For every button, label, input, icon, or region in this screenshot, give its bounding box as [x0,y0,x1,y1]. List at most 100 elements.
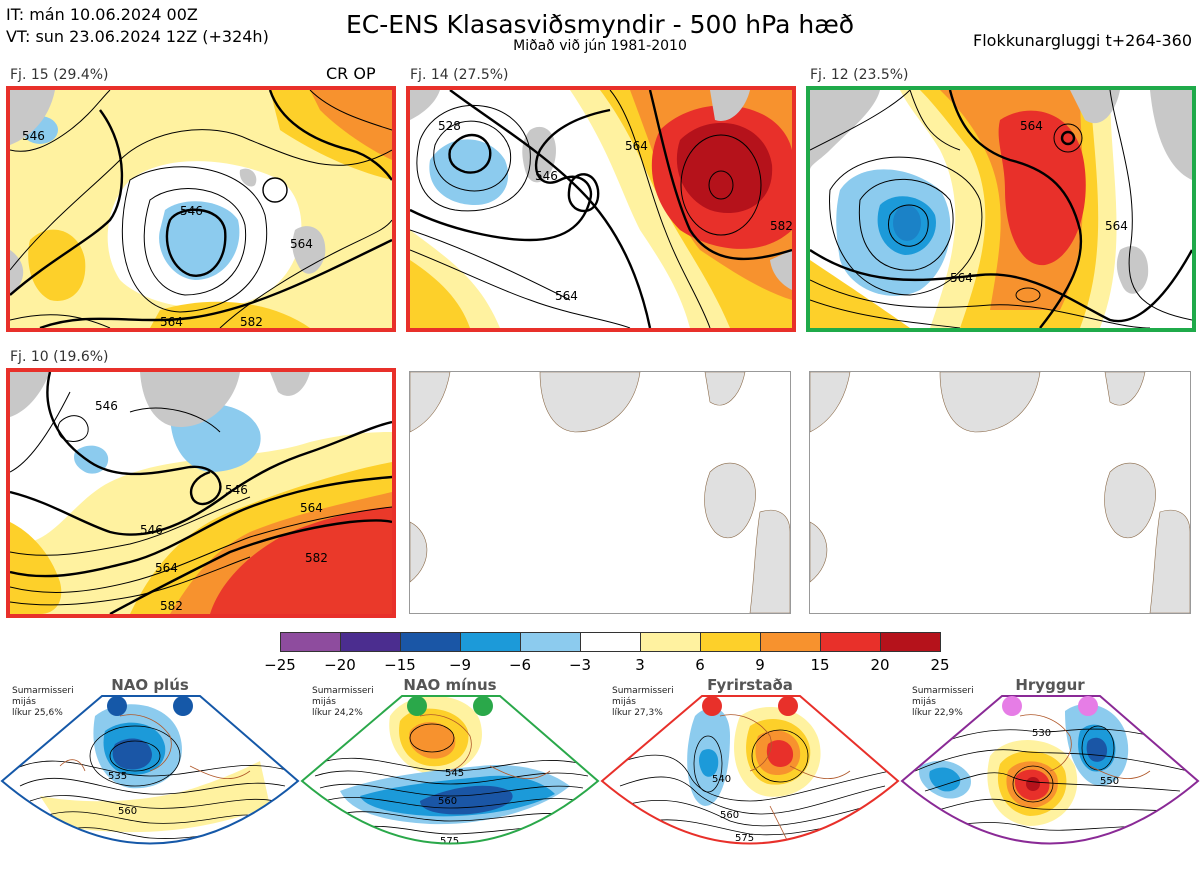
contour-label: 564 [950,271,973,285]
contour-label: 546 [180,204,203,218]
cluster-map-1: 546 564 546 582 564 [6,86,396,332]
colorbar-tick-label: 9 [755,656,765,674]
regime-info: Sumarmisseri mijás líkur 24,2% [312,686,374,719]
contour-label: 530 [1032,728,1051,739]
cluster-label-3: Fj. 12 (23.5%) [810,67,909,83]
regime-info-line: mijás [912,697,936,707]
contour-label: 575 [735,833,754,844]
regime-title: Fyrirstaða [707,676,793,694]
colorbar-tick-label: −9 [448,656,472,674]
colorbar-tick-label: 3 [635,656,645,674]
contour-label: 550 [1100,776,1119,787]
colorbar-swatch [700,632,761,652]
page-subtitle: Miðað við jún 1981-2010 [513,38,687,54]
empty-map-1 [409,371,791,614]
contour-label: 560 [438,796,457,807]
contour-label: 564 [555,289,578,303]
contour-label: 546 [22,129,45,143]
regime-info: Sumarmisseri mijás líkur 27,3% [612,686,674,719]
empty-map-2 [809,371,1191,614]
regime-marker [778,696,798,716]
colorbar-swatch [340,632,401,652]
regime-marker [473,696,493,716]
colorbar-tick-label: −15 [384,656,416,674]
page-title: EC-ENS Klasasviðsmyndir - 500 hPa hæð [345,10,855,39]
regime-info: Sumarmisseri mijás líkur 25,6% [12,686,74,719]
regime-title: Hryggur [1015,676,1085,694]
contour-label: 582 [160,599,183,613]
regime-blocking: Fyrirstaða Sumarmisseri mijás líkur 27,3… [600,676,900,871]
colorbar-swatch [280,632,341,652]
regime-info-line: líkur 24,2% [312,708,363,718]
regime-marker [702,696,722,716]
colorbar-tick-label: 25 [930,656,950,674]
contour-label: 546 [225,483,248,497]
regime-marker [107,696,127,716]
regime-marker [407,696,427,716]
colorbar-swatch [640,632,701,652]
init-time: IT: mán 10.06.2024 00Z [6,5,198,24]
regime-marker [1002,696,1022,716]
contour-label: 582 [770,219,792,233]
colorbar-swatch [760,632,821,652]
contour-label: 564 [290,237,313,251]
cluster-map-3: 564 564 564 [806,86,1196,332]
colorbar-swatch [520,632,581,652]
colorbar-tick-label: −20 [324,656,356,674]
contour-label: 528 [438,119,461,133]
cluster-map-4: 546 546 546 564 564 582 582 [6,368,396,618]
regime-info-line: líkur 22,9% [912,708,963,718]
contour-label: 564 [1105,219,1128,233]
colorbar-swatch [820,632,881,652]
regime-info-line: mijás [12,697,36,707]
valid-time: VT: sun 23.06.2024 12Z (+324h) [6,27,269,46]
init-time-block: IT: mán 10.06.2024 00Z VT: sun 23.06.202… [6,4,269,48]
contour-label: 546 [140,523,163,537]
contour-label: 545 [445,768,464,779]
contour-label: 540 [712,774,731,785]
colorbar-tick-label: −6 [508,656,532,674]
regime-title: NAO mínus [403,676,497,694]
contour-label: 560 [118,806,137,817]
colorbar-tick-label: 15 [810,656,830,674]
cluster-map-2: 528 546 564 564 582 [406,86,796,332]
contour-label: 564 [625,139,648,153]
regime-info-line: Sumarmisseri [612,686,674,696]
cluster-label-2: Fj. 14 (27.5%) [410,67,509,83]
contour-label: 582 [305,551,328,565]
regime-marker [173,696,193,716]
regime-nao-minus: NAO mínus Sumarmisseri mijás líkur 24,2% [300,676,600,871]
regime-info-line: líkur 25,6% [12,708,63,718]
contour-label: 564 [155,561,178,575]
colorbar-tick-label: −25 [264,656,296,674]
regime-info-line: Sumarmisseri [912,686,974,696]
contour-label: 560 [720,810,739,821]
cluster-label-1: Fj. 15 (29.4%) [10,67,109,83]
regime-info: Sumarmisseri mijás líkur 22,9% [912,686,974,719]
regime-info-line: Sumarmisseri [312,686,374,696]
colorbar-tick-label: 20 [870,656,890,674]
regime-ridge: Hryggur Sumarmisseri mijás líkur 22,9% [900,676,1200,871]
contour-label: 582 [240,315,263,328]
regime-title: NAO plús [111,676,189,694]
classification-window: Flokkunargluggi t+264-360 [973,31,1192,50]
colorbar-swatch [400,632,461,652]
colorbar-swatch [880,632,941,652]
colorbar-swatch [460,632,521,652]
regime-marker [1078,696,1098,716]
contour-label: 575 [440,836,459,847]
regime-info-line: mijás [312,697,336,707]
cluster-tag-1: CR OP [326,64,376,83]
contour-label: 546 [535,169,558,183]
contour-label: 546 [95,399,118,413]
colorbar-swatch [580,632,641,652]
regime-info-line: mijás [612,697,636,707]
regime-info-line: Sumarmisseri [12,686,74,696]
contour-label: 564 [160,315,183,328]
colorbar-tick-label: −3 [568,656,592,674]
colorbar-tick-label: 6 [695,656,705,674]
contour-label: 535 [108,771,127,782]
regime-nao-plus: NAO plús Sumarmisseri mijás líkur 25,6% [0,676,300,871]
regime-info-line: líkur 27,3% [612,708,663,718]
contour-label: 564 [300,501,323,515]
